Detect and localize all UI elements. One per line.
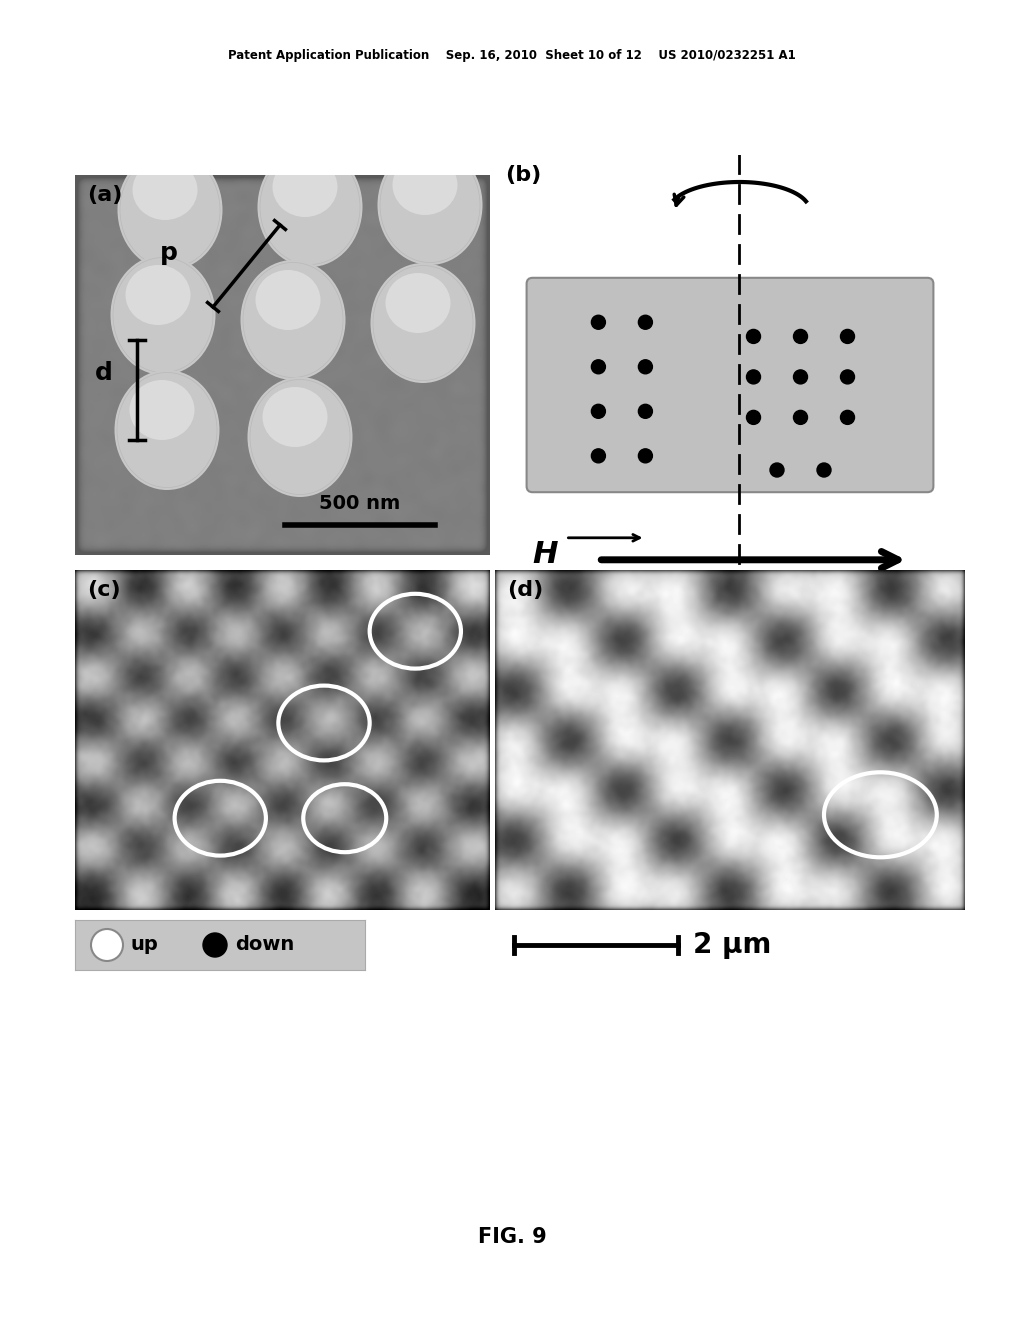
Text: d: d — [95, 360, 113, 385]
Text: (a): (a) — [87, 185, 123, 205]
Text: 500 nm: 500 nm — [319, 494, 400, 513]
Text: FIG. 9: FIG. 9 — [477, 1228, 547, 1247]
Ellipse shape — [385, 273, 451, 333]
Circle shape — [203, 933, 227, 957]
Ellipse shape — [256, 271, 321, 330]
Text: Patent Application Publication    Sep. 16, 2010  Sheet 10 of 12    US 2010/02322: Patent Application Publication Sep. 16, … — [228, 49, 796, 62]
Text: down: down — [234, 936, 294, 954]
Circle shape — [592, 360, 605, 374]
Ellipse shape — [132, 160, 198, 220]
Ellipse shape — [262, 387, 328, 447]
Ellipse shape — [115, 370, 219, 490]
Ellipse shape — [111, 255, 215, 375]
FancyBboxPatch shape — [526, 277, 934, 492]
Circle shape — [841, 370, 854, 384]
Circle shape — [841, 330, 854, 343]
Text: up: up — [130, 936, 158, 954]
Ellipse shape — [248, 378, 352, 498]
Ellipse shape — [241, 260, 345, 380]
Circle shape — [638, 360, 652, 374]
Ellipse shape — [371, 263, 475, 383]
Ellipse shape — [272, 157, 338, 216]
Circle shape — [592, 404, 605, 418]
Ellipse shape — [126, 265, 190, 325]
Circle shape — [794, 370, 808, 384]
Text: (c): (c) — [87, 579, 121, 601]
Circle shape — [770, 463, 784, 477]
Circle shape — [746, 370, 761, 384]
Text: 2 μm: 2 μm — [693, 931, 771, 960]
Circle shape — [638, 404, 652, 418]
Circle shape — [638, 449, 652, 463]
Circle shape — [841, 411, 854, 425]
Circle shape — [794, 411, 808, 425]
Ellipse shape — [129, 380, 195, 440]
Ellipse shape — [118, 150, 222, 271]
Ellipse shape — [378, 145, 482, 265]
Ellipse shape — [257, 147, 362, 267]
Circle shape — [746, 330, 761, 343]
Circle shape — [91, 929, 123, 961]
Circle shape — [817, 463, 831, 477]
Text: (d): (d) — [507, 579, 544, 601]
Circle shape — [794, 330, 808, 343]
Text: p: p — [160, 242, 178, 265]
Circle shape — [746, 411, 761, 425]
Text: (b): (b) — [505, 165, 542, 185]
Circle shape — [592, 449, 605, 463]
Circle shape — [592, 315, 605, 329]
Text: H: H — [532, 540, 558, 569]
Ellipse shape — [392, 154, 458, 215]
Circle shape — [638, 315, 652, 329]
